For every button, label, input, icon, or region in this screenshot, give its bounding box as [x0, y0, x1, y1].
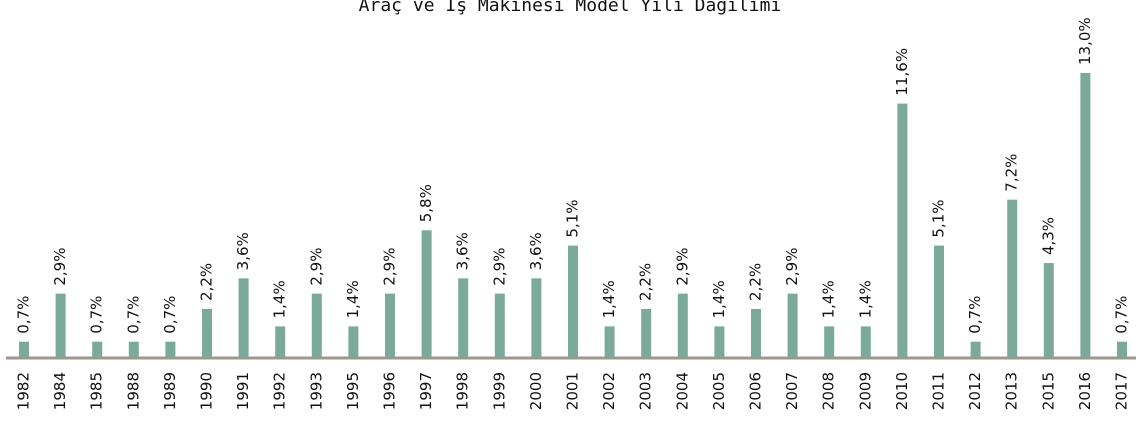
x-tick-label: 2002 — [600, 372, 618, 410]
bar — [19, 341, 29, 357]
x-tick-label: 2003 — [637, 372, 655, 410]
bar — [165, 341, 176, 357]
bar — [824, 326, 835, 357]
x-tick-label: 2001 — [564, 372, 582, 410]
bar — [677, 293, 688, 357]
x-tick-label: 2011 — [930, 372, 948, 410]
value-label: 5,8% — [417, 184, 435, 222]
bar — [934, 245, 944, 357]
x-tick-label: 1999 — [490, 372, 508, 410]
value-label: 7,2% — [1003, 154, 1021, 192]
value-label: 2,9% — [307, 248, 325, 286]
bar — [238, 278, 249, 357]
x-tick-label: 1991 — [234, 372, 252, 410]
x-tick-label: 1989 — [161, 372, 179, 410]
x-tick-label: 2008 — [820, 372, 838, 410]
bar — [275, 326, 286, 357]
x-tick-label: 2009 — [856, 372, 874, 410]
bar — [494, 293, 505, 357]
bar — [92, 341, 103, 357]
value-label: 2,9% — [381, 248, 399, 286]
bar — [531, 278, 542, 357]
bar — [202, 308, 212, 357]
bar — [751, 308, 761, 357]
value-label: 0,7% — [15, 296, 33, 334]
value-label: 2,9% — [783, 248, 801, 286]
bar — [714, 326, 725, 357]
value-label: 1,4% — [820, 280, 838, 318]
x-tick-label: 1988 — [124, 372, 142, 410]
value-label: 11,6% — [893, 48, 911, 96]
x-tick-label: 2016 — [1076, 372, 1094, 410]
bar — [128, 341, 139, 357]
x-tick-label: 2006 — [747, 372, 765, 410]
bar — [897, 103, 908, 357]
value-label: 3,6% — [234, 232, 252, 270]
value-label: 3,6% — [527, 232, 545, 270]
x-tick-label: 2010 — [893, 372, 911, 410]
value-label: 5,1% — [564, 199, 582, 237]
x-tick-label: 2005 — [710, 372, 728, 410]
x-tick-label: 1993 — [307, 372, 325, 410]
value-label: 0,7% — [966, 296, 984, 334]
x-tick-label: 2017 — [1113, 372, 1131, 410]
value-label: 3,6% — [454, 232, 472, 270]
x-tick-label: 1984 — [51, 372, 69, 410]
value-label: 1,4% — [271, 280, 289, 318]
value-label: 0,7% — [88, 296, 106, 334]
value-label: 1,4% — [710, 280, 728, 318]
x-tick-label: 2004 — [673, 372, 691, 410]
x-tick-label: 1990 — [198, 372, 216, 410]
x-tick-label: 2012 — [966, 372, 984, 410]
x-tick-label: 2007 — [783, 372, 801, 410]
bar — [311, 293, 322, 357]
value-label: 2,2% — [198, 263, 216, 301]
bar — [458, 278, 469, 357]
value-label: 1,4% — [856, 280, 874, 318]
bar — [641, 308, 652, 357]
bar — [568, 245, 578, 357]
bar — [421, 230, 432, 357]
value-label: 2,9% — [51, 248, 69, 286]
bar — [1043, 263, 1054, 357]
value-label: 2,9% — [490, 248, 508, 286]
x-tick-label: 1985 — [88, 372, 106, 410]
bar — [970, 341, 981, 357]
x-tick-label: 1998 — [454, 372, 472, 410]
value-label: 13,0% — [1076, 17, 1094, 65]
value-label: 2,2% — [637, 263, 655, 301]
value-label: 0,7% — [161, 296, 179, 334]
value-label: 0,7% — [124, 296, 142, 334]
x-tick-label: 1995 — [344, 372, 362, 410]
value-label: 2,2% — [747, 263, 765, 301]
x-tick-label: 1992 — [271, 372, 289, 410]
bar — [787, 293, 798, 357]
bar — [1117, 341, 1127, 357]
x-tick-label: 2015 — [1039, 372, 1057, 410]
value-label: 2,9% — [673, 248, 691, 286]
value-label: 0,7% — [1113, 296, 1131, 334]
bar — [348, 326, 359, 357]
bar — [860, 326, 871, 357]
value-label: 5,1% — [930, 199, 948, 237]
chart-title: Araç ve İş Makinesi Model Yılı Dağılımı — [359, 0, 782, 16]
bar — [604, 326, 615, 357]
value-label: 4,3% — [1039, 217, 1057, 255]
bar — [385, 293, 395, 357]
bar — [1080, 73, 1091, 357]
x-tick-label: 1982 — [15, 372, 33, 410]
x-tick-label: 1996 — [381, 372, 399, 410]
x-tick-label: 1997 — [417, 372, 435, 410]
x-tick-label: 2013 — [1003, 372, 1021, 410]
value-label: 1,4% — [600, 280, 618, 318]
bar — [1007, 199, 1018, 357]
x-tick-label: 2000 — [527, 372, 545, 410]
value-label: 1,4% — [344, 280, 362, 318]
bar — [55, 293, 66, 357]
